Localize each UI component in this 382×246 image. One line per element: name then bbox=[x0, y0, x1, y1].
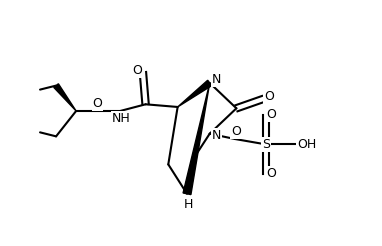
Text: O: O bbox=[231, 124, 241, 138]
Text: N: N bbox=[212, 128, 221, 141]
Polygon shape bbox=[54, 84, 76, 111]
Text: S: S bbox=[262, 138, 270, 151]
Polygon shape bbox=[183, 83, 210, 195]
Text: O: O bbox=[267, 167, 277, 180]
Text: O: O bbox=[264, 90, 274, 103]
Text: O: O bbox=[133, 64, 142, 77]
Polygon shape bbox=[178, 80, 212, 107]
Text: NH: NH bbox=[112, 112, 131, 125]
Text: O: O bbox=[92, 97, 102, 110]
Text: O: O bbox=[267, 108, 277, 122]
Text: N: N bbox=[212, 73, 221, 86]
Text: H: H bbox=[184, 198, 193, 211]
Text: OH: OH bbox=[297, 138, 316, 151]
